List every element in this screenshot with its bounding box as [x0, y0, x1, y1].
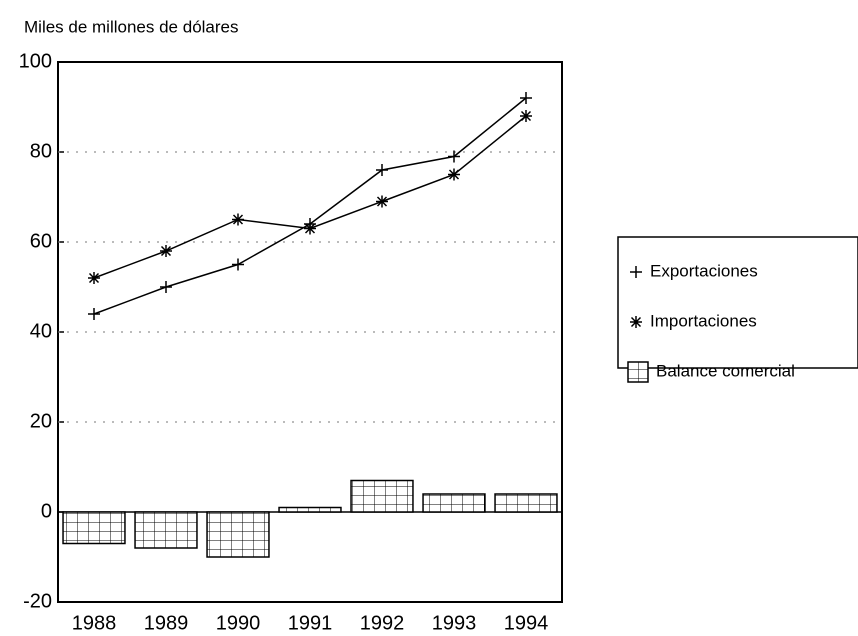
- x-tick-label: 1993: [432, 612, 477, 634]
- plus-marker: [448, 150, 460, 163]
- plus-marker: [376, 164, 388, 176]
- x-tick-label: 1991: [288, 612, 333, 634]
- bar: [422, 493, 486, 513]
- series-line: [93, 115, 527, 279]
- legend-box: [617, 236, 858, 369]
- bar: [350, 479, 414, 513]
- bar: [134, 511, 198, 549]
- asterisk-marker: [376, 195, 388, 208]
- y-tick-label: -20: [23, 590, 52, 612]
- y-tick-label: 60: [30, 230, 52, 252]
- x-tick-label: 1989: [144, 612, 189, 634]
- y-tick-label: 40: [30, 320, 52, 342]
- bar: [278, 506, 342, 513]
- bar: [206, 511, 270, 558]
- legend-label: Exportaciones: [650, 261, 758, 280]
- legend-label: Importaciones: [650, 311, 757, 330]
- asterisk-marker: [232, 213, 244, 226]
- x-tick-label: 1988: [72, 612, 117, 634]
- bar: [494, 493, 558, 513]
- plus-marker: [160, 281, 172, 293]
- bar: [62, 511, 126, 545]
- plus-marker: [232, 258, 244, 271]
- asterisk-marker: [448, 168, 460, 181]
- plus-marker: [630, 266, 642, 278]
- asterisk-marker: [520, 110, 532, 122]
- x-tick-label: 1992: [360, 612, 405, 634]
- x-tick-label: 1990: [216, 612, 261, 634]
- asterisk-marker: [160, 245, 172, 257]
- x-tick-label: 1994: [504, 612, 549, 634]
- plus-marker: [88, 308, 100, 320]
- y-tick-label: 80: [30, 140, 52, 162]
- legend-label: Balance comercial: [656, 361, 795, 380]
- asterisk-marker: [304, 222, 316, 235]
- y-axis-label: Miles de millones de dólares: [24, 17, 239, 36]
- legend-swatch: [627, 361, 649, 383]
- asterisk-marker: [88, 272, 100, 284]
- y-tick-label: 20: [30, 410, 52, 432]
- y-tick-label: 0: [41, 500, 52, 522]
- asterisk-marker: [630, 316, 642, 328]
- series-line: [93, 97, 527, 315]
- plus-marker: [520, 92, 532, 104]
- y-tick-label: 100: [19, 50, 52, 72]
